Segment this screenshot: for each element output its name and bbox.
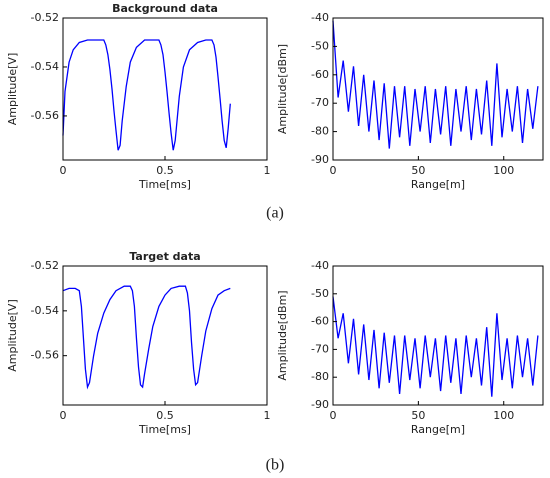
y-tick-label: -90 [311, 153, 329, 166]
x-tick-label: 0.5 [156, 409, 174, 422]
x-tick-label: 1 [264, 164, 271, 177]
x-tick-label: 0 [330, 164, 337, 177]
y-tick-label: -70 [311, 96, 329, 109]
y-tick-label: -40 [311, 11, 329, 24]
axes-frame [332, 17, 544, 161]
y-axis-label: Amplitude[dBm] [276, 290, 289, 380]
x-axis-label: Range[m] [411, 178, 465, 191]
y-tick-label: -60 [311, 315, 329, 328]
axes-frame [332, 265, 544, 406]
data-line [332, 296, 539, 397]
axes-frame [62, 17, 268, 161]
y-tick-label: -80 [311, 370, 329, 383]
x-axis-label: Range[m] [411, 423, 465, 436]
x-axis-label: Time[ms] [138, 178, 191, 191]
y-tick-label: -90 [311, 398, 329, 411]
y-tick-label: -0.54 [31, 60, 59, 73]
y-tick-label: -0.56 [31, 349, 59, 362]
y-tick-label: -50 [311, 287, 329, 300]
y-tick-label: -0.56 [31, 109, 59, 122]
chart-title: Background data [112, 2, 218, 15]
data-line [62, 285, 231, 390]
y-tick-label: -40 [311, 259, 329, 272]
y-axis-label: Amplitude[dBm] [276, 44, 289, 134]
data-line [332, 20, 539, 149]
x-tick-label: 100 [493, 409, 514, 422]
data-line [62, 39, 231, 151]
y-tick-label: -0.54 [31, 304, 59, 317]
x-tick-label: 100 [493, 164, 514, 177]
y-tick-label: -0.52 [31, 259, 59, 272]
y-tick-label: -80 [311, 125, 329, 138]
x-axis-label: Time[ms] [138, 423, 191, 436]
x-tick-label: 1 [264, 409, 271, 422]
x-tick-label: 0 [60, 164, 67, 177]
y-tick-label: -0.52 [31, 11, 59, 24]
x-tick-label: 0.5 [156, 164, 174, 177]
panel-label: (a) [266, 205, 284, 222]
y-axis-label: Amplitude[V] [6, 299, 19, 371]
x-tick-label: 0 [60, 409, 67, 422]
axes-frame [62, 265, 268, 406]
panel-label: (b) [266, 457, 285, 474]
x-tick-label: 50 [411, 164, 425, 177]
y-tick-label: -60 [311, 68, 329, 81]
x-tick-label: 0 [330, 409, 337, 422]
x-tick-label: 50 [411, 409, 425, 422]
y-tick-label: -50 [311, 39, 329, 52]
y-axis-label: Amplitude[V] [6, 53, 19, 125]
y-tick-label: -70 [311, 342, 329, 355]
chart-title: Target data [129, 250, 200, 263]
